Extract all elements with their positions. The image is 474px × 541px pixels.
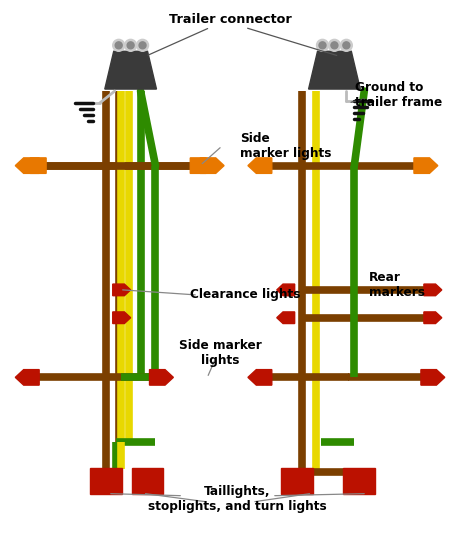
- Polygon shape: [421, 370, 445, 385]
- Text: Side
marker lights: Side marker lights: [240, 132, 331, 160]
- Circle shape: [340, 39, 352, 51]
- Circle shape: [115, 42, 122, 49]
- Circle shape: [113, 39, 125, 51]
- Text: Trailer connector: Trailer connector: [169, 13, 292, 26]
- Polygon shape: [190, 158, 214, 173]
- Circle shape: [125, 39, 137, 51]
- Polygon shape: [200, 158, 224, 173]
- Circle shape: [317, 39, 328, 51]
- Polygon shape: [15, 370, 39, 385]
- Polygon shape: [309, 51, 360, 89]
- Text: Taillights,
stoplights, and turn lights: Taillights, stoplights, and turn lights: [147, 485, 327, 513]
- Circle shape: [319, 42, 326, 49]
- Polygon shape: [277, 312, 295, 324]
- Circle shape: [137, 39, 148, 51]
- Circle shape: [343, 42, 350, 49]
- Polygon shape: [105, 51, 156, 89]
- Text: Side marker
lights: Side marker lights: [179, 339, 262, 366]
- Polygon shape: [248, 158, 272, 173]
- Text: Clearance lights: Clearance lights: [190, 288, 301, 301]
- Text: Ground to
trailer frame: Ground to trailer frame: [356, 81, 443, 109]
- Circle shape: [328, 39, 340, 51]
- Circle shape: [127, 42, 134, 49]
- Bar: [281, 468, 312, 494]
- Polygon shape: [424, 312, 442, 324]
- Bar: [132, 468, 164, 494]
- Circle shape: [139, 42, 146, 49]
- Polygon shape: [277, 284, 295, 296]
- Polygon shape: [113, 284, 131, 296]
- Bar: [90, 468, 122, 494]
- Circle shape: [331, 42, 338, 49]
- Polygon shape: [22, 158, 46, 173]
- Polygon shape: [149, 370, 173, 385]
- Polygon shape: [414, 158, 438, 173]
- Polygon shape: [113, 312, 131, 324]
- Polygon shape: [248, 370, 272, 385]
- Bar: [343, 468, 375, 494]
- Text: Rear
markers: Rear markers: [369, 271, 425, 299]
- Polygon shape: [15, 158, 39, 173]
- Polygon shape: [424, 284, 442, 296]
